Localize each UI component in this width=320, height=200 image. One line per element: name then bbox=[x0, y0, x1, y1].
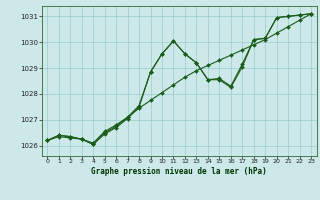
X-axis label: Graphe pression niveau de la mer (hPa): Graphe pression niveau de la mer (hPa) bbox=[91, 167, 267, 176]
